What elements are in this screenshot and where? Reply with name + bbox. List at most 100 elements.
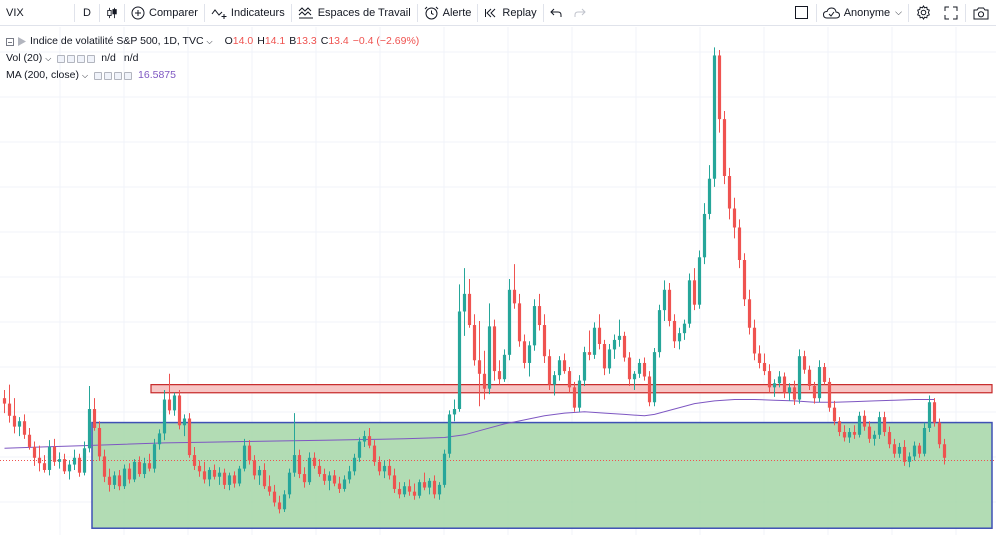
candle-body — [497, 371, 502, 380]
candle — [352, 453, 357, 476]
candle — [687, 273, 692, 328]
candle-body — [887, 432, 892, 445]
candle — [832, 400, 837, 426]
candles-icon — [107, 7, 117, 18]
candle — [672, 314, 677, 349]
candle-body — [437, 484, 442, 495]
settings-button[interactable] — [909, 0, 937, 26]
candle-body — [847, 432, 852, 438]
series-title[interactable]: Indice de volatilité S&P 500, 1D, TVC — [30, 35, 204, 47]
candle — [157, 429, 162, 450]
resistance-zone — [150, 384, 993, 394]
candle — [522, 334, 527, 369]
candle-body — [107, 476, 112, 485]
candle — [857, 411, 862, 438]
candle-body — [157, 433, 162, 445]
candle — [297, 449, 302, 479]
replay-button[interactable]: Replay — [478, 0, 542, 26]
candle-body — [892, 444, 897, 454]
candle — [872, 430, 877, 446]
more-icon[interactable] — [77, 54, 86, 63]
settings-icon[interactable] — [104, 71, 113, 80]
toolbar-divider — [74, 3, 75, 22]
candle-body — [272, 491, 277, 503]
close-icon[interactable] — [124, 71, 133, 80]
candle-body — [152, 444, 157, 469]
candle-body — [922, 427, 927, 454]
candle — [852, 425, 857, 439]
candle-body — [812, 385, 817, 399]
close-value: 13.4 — [328, 35, 349, 47]
candle-body — [592, 327, 597, 355]
candle — [7, 384, 12, 423]
candle-body — [527, 345, 532, 363]
candle-body — [602, 343, 607, 369]
chevron-down-icon[interactable]: ⌵ — [45, 54, 52, 63]
expand-button[interactable] — [937, 0, 965, 26]
candle — [482, 350, 487, 400]
candle — [192, 446, 197, 470]
candle-body — [852, 432, 857, 435]
candle — [642, 357, 647, 381]
symbol-search[interactable]: VIX — [0, 0, 74, 26]
candle — [347, 465, 352, 484]
candle-body — [192, 455, 197, 466]
candle-body — [297, 455, 302, 475]
workspaces-label: Espaces de Travail — [317, 6, 411, 19]
candle-body — [832, 407, 837, 422]
candle-body — [557, 360, 562, 376]
volume-label[interactable]: Vol (20) — [6, 52, 43, 64]
candle — [282, 490, 287, 512]
fullscreen-layout-button[interactable] — [788, 0, 816, 26]
candle-body — [522, 341, 527, 363]
candle — [87, 385, 92, 453]
candle — [512, 264, 517, 309]
more-icon[interactable] — [114, 71, 123, 80]
price-chart[interactable] — [0, 27, 996, 535]
candle-body — [407, 486, 412, 492]
candle-body — [752, 327, 757, 354]
candle-body — [387, 465, 392, 476]
candle-body — [37, 457, 42, 464]
open-key: O — [224, 35, 233, 47]
collapse-legend-icon[interactable] — [6, 37, 14, 46]
candle-body — [332, 475, 337, 484]
candle-body — [552, 375, 557, 385]
candle-body — [177, 395, 182, 426]
alert-button[interactable]: Alerte — [418, 0, 478, 26]
candle — [812, 381, 817, 404]
eye-icon[interactable] — [94, 71, 103, 80]
ma-label[interactable]: MA (200, close) — [6, 69, 79, 81]
candle — [837, 417, 842, 437]
chart-type-button[interactable] — [100, 0, 124, 26]
undo-button[interactable] — [544, 0, 568, 26]
candle-body — [112, 475, 117, 485]
settings-icon[interactable] — [67, 54, 76, 63]
chevron-down-icon[interactable]: ⌵ — [206, 37, 213, 46]
candle — [657, 304, 662, 358]
candle-body — [787, 387, 792, 393]
candle-body — [737, 227, 742, 261]
candle-body — [642, 362, 647, 377]
workspaces-button[interactable]: Espaces de Travail — [292, 0, 417, 26]
candle — [267, 475, 272, 496]
candle — [2, 390, 7, 414]
indicators-button[interactable]: Indicateurs — [205, 0, 291, 26]
eye-icon[interactable] — [57, 54, 66, 63]
candle — [727, 167, 732, 220]
close-key: C — [320, 35, 329, 47]
candle — [652, 348, 657, 407]
interval-button[interactable]: D — [75, 0, 99, 26]
chevron-down-icon[interactable]: ⌵ — [81, 71, 89, 80]
candle — [32, 441, 37, 466]
candle-body — [287, 472, 292, 495]
chart-legend: Indice de volatilité S&P 500, 1D, TVC ⌵ … — [6, 33, 423, 84]
snapshot-button[interactable] — [966, 0, 996, 26]
redo-button[interactable] — [568, 0, 592, 26]
user-menu[interactable]: Anonyme ⌵ — [817, 0, 908, 26]
compare-button[interactable]: Comparer — [125, 0, 204, 26]
candle — [497, 360, 502, 385]
symbol-label: VIX — [6, 6, 24, 19]
top-toolbar: VIX D Comparer Indicateurs — [0, 0, 996, 26]
close-icon[interactable] — [87, 54, 96, 63]
